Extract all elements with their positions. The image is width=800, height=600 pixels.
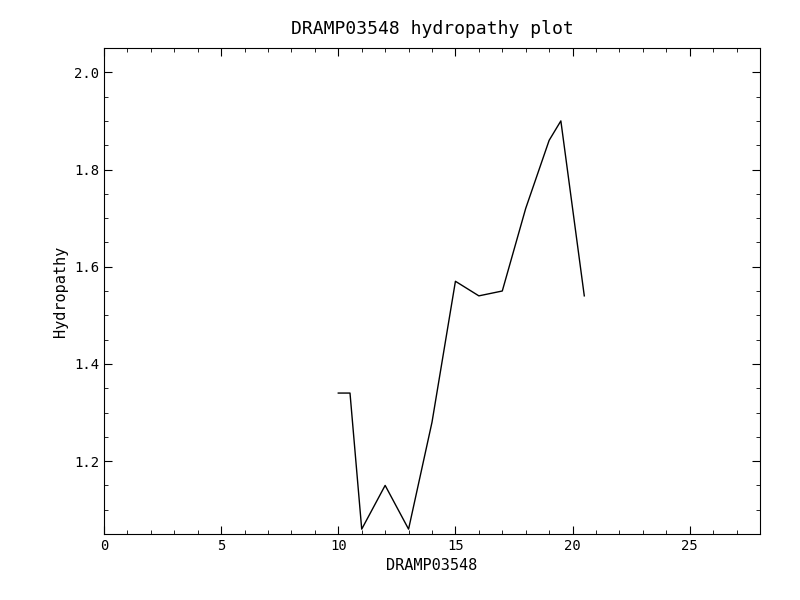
Y-axis label: Hydropathy: Hydropathy: [54, 245, 69, 337]
X-axis label: DRAMP03548: DRAMP03548: [386, 559, 478, 574]
Title: DRAMP03548 hydropathy plot: DRAMP03548 hydropathy plot: [290, 20, 574, 38]
